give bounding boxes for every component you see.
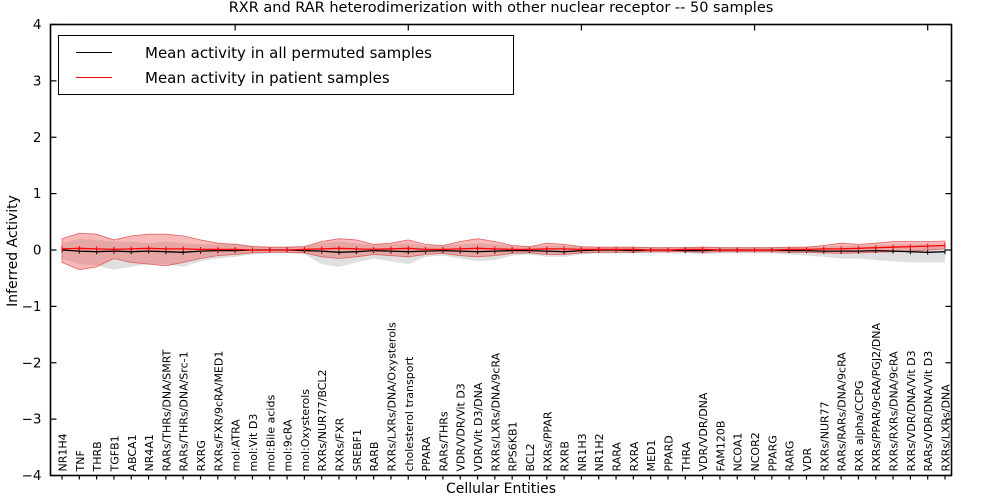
svg-text:RXRs/LXRs/DNA/9cRA: RXRs/LXRs/DNA/9cRA bbox=[489, 352, 502, 471]
svg-text:FAM120B: FAM120B bbox=[714, 421, 727, 472]
svg-text:VDR/VDR/Vit D3: VDR/VDR/Vit D3 bbox=[455, 383, 468, 471]
svg-text:NR4A1: NR4A1 bbox=[143, 434, 156, 471]
chart-title: RXR and RAR heterodimerization with othe… bbox=[228, 0, 774, 16]
patient-line-swatch bbox=[76, 77, 112, 78]
svg-text:−3: −3 bbox=[22, 412, 42, 428]
legend-row-patient: Mean activity in patient samples bbox=[59, 66, 513, 90]
svg-text:NR1H3: NR1H3 bbox=[576, 433, 589, 471]
svg-text:−1: −1 bbox=[22, 299, 42, 315]
svg-text:mol:Oxysterols: mol:Oxysterols bbox=[299, 389, 312, 472]
svg-text:NR1H2: NR1H2 bbox=[593, 433, 606, 471]
svg-text:ABCA1: ABCA1 bbox=[126, 434, 139, 471]
svg-text:mol:Bile acids: mol:Bile acids bbox=[264, 395, 277, 472]
svg-text:RXRB: RXRB bbox=[559, 441, 572, 471]
svg-text:PPARG: PPARG bbox=[766, 435, 779, 471]
svg-text:PPARA: PPARA bbox=[420, 436, 433, 471]
svg-text:RXRG: RXRG bbox=[195, 440, 208, 471]
svg-text:4: 4 bbox=[33, 17, 42, 33]
svg-text:RXRs/NUR77/BCL2: RXRs/NUR77/BCL2 bbox=[316, 369, 329, 471]
svg-text:SREBF1: SREBF1 bbox=[351, 429, 364, 471]
permuted-line-swatch bbox=[76, 52, 112, 53]
svg-text:RXRs/RXRs/DNA/9cRA: RXRs/RXRs/DNA/9cRA bbox=[888, 351, 901, 472]
svg-text:NCOR2: NCOR2 bbox=[749, 432, 762, 471]
svg-text:BCL2: BCL2 bbox=[524, 443, 537, 471]
svg-text:RARA: RARA bbox=[611, 442, 624, 472]
svg-text:RXRs/LXRs/DNA: RXRs/LXRs/DNA bbox=[940, 384, 953, 472]
svg-text:VDR/Vit D3/DNA: VDR/Vit D3/DNA bbox=[472, 382, 485, 471]
svg-text:THRA: THRA bbox=[680, 441, 693, 472]
svg-text:−4: −4 bbox=[22, 468, 42, 484]
svg-text:PPARD: PPARD bbox=[662, 435, 675, 471]
svg-text:RARs/THRs: RARs/THRs bbox=[437, 411, 450, 471]
svg-text:RARs/VDR/DNA/Vit D3: RARs/VDR/DNA/Vit D3 bbox=[922, 351, 935, 472]
svg-text:RXR alpha/CCPG: RXR alpha/CCPG bbox=[853, 380, 866, 471]
svg-text:RXRs/VDR/DNA/Vit D3: RXRs/VDR/DNA/Vit D3 bbox=[905, 350, 918, 471]
svg-text:0: 0 bbox=[33, 243, 42, 259]
legend-label-patient: Mean activity in patient samples bbox=[145, 68, 390, 87]
legend-row-permuted: Mean activity in all permuted samples bbox=[59, 41, 513, 65]
svg-text:mol:ATRA: mol:ATRA bbox=[230, 419, 243, 472]
svg-text:−2: −2 bbox=[22, 355, 42, 371]
svg-text:mol:9cRA: mol:9cRA bbox=[282, 419, 295, 471]
svg-text:RXRA: RXRA bbox=[628, 441, 641, 471]
svg-text:TNF: TNF bbox=[74, 450, 87, 472]
svg-text:NCOA1: NCOA1 bbox=[732, 433, 745, 472]
x-axis-label: Cellular Entities bbox=[445, 481, 557, 497]
svg-text:RARG: RARG bbox=[784, 441, 797, 472]
svg-text:TGFB1: TGFB1 bbox=[108, 435, 121, 472]
svg-text:RARs/RARs/DNA/9cRA: RARs/RARs/DNA/9cRA bbox=[836, 352, 849, 472]
svg-text:RXRs/FXR: RXRs/FXR bbox=[334, 417, 347, 471]
svg-text:RARs/THRs/DNA/Src-1: RARs/THRs/DNA/Src-1 bbox=[178, 351, 191, 471]
legend: Mean activity in all permuted samples Me… bbox=[58, 35, 514, 95]
svg-text:VDR: VDR bbox=[801, 448, 814, 472]
svg-text:mol:Vit D3: mol:Vit D3 bbox=[247, 414, 260, 472]
svg-text:RXRs/PPAR: RXRs/PPAR bbox=[541, 411, 554, 471]
svg-text:THRB: THRB bbox=[91, 441, 104, 472]
legend-label-permuted: Mean activity in all permuted samples bbox=[145, 43, 432, 62]
svg-text:VDR/VDR/DNA: VDR/VDR/DNA bbox=[697, 392, 710, 471]
svg-text:RXRs/FXR/9cRA/MED1: RXRs/FXR/9cRA/MED1 bbox=[212, 351, 225, 472]
svg-text:RXRs/NUR77: RXRs/NUR77 bbox=[818, 401, 831, 471]
svg-text:RXRs/LXRs/DNA/Oxysterols: RXRs/LXRs/DNA/Oxysterols bbox=[385, 322, 398, 471]
svg-text:MED1: MED1 bbox=[645, 440, 658, 472]
svg-text:RPS6KB1: RPS6KB1 bbox=[507, 421, 520, 471]
svg-text:cholesterol transport: cholesterol transport bbox=[403, 356, 416, 471]
svg-text:RARs/THRs/DNA/SMRT: RARs/THRs/DNA/SMRT bbox=[160, 349, 173, 471]
svg-text:2: 2 bbox=[33, 130, 42, 146]
svg-text:3: 3 bbox=[33, 73, 42, 89]
svg-text:RARB: RARB bbox=[368, 442, 381, 472]
svg-text:RXRs/PPAR/9cRA/PGJ2/DNA: RXRs/PPAR/9cRA/PGJ2/DNA bbox=[870, 323, 883, 472]
svg-text:1: 1 bbox=[33, 186, 42, 202]
svg-text:NR1H4: NR1H4 bbox=[57, 433, 70, 471]
